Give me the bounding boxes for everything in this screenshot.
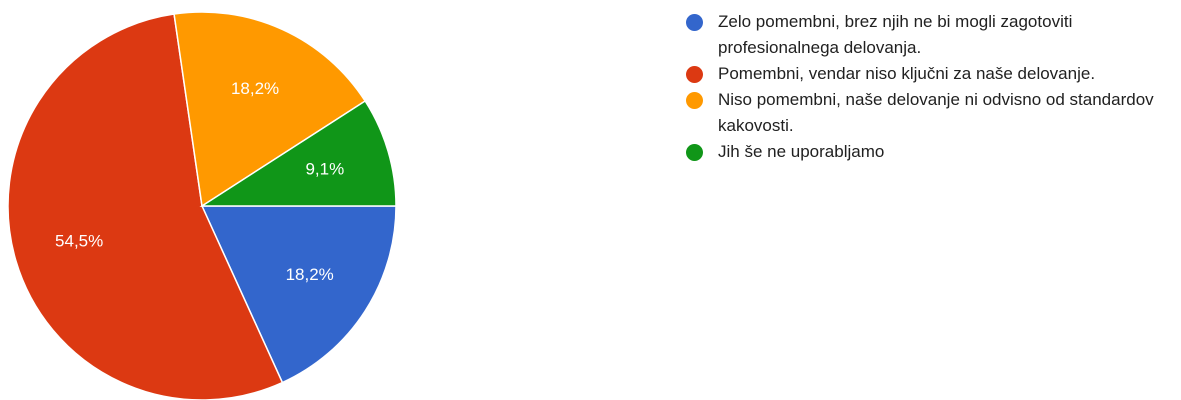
- legend-item: Zelo pomembni, brez njih ne bi mogli zag…: [686, 9, 1176, 61]
- legend-label: Pomembni, vendar niso ključni za naše de…: [718, 64, 1096, 83]
- legend-label: Jih še ne uporabljamo: [718, 142, 885, 161]
- legend-marker: [686, 66, 703, 83]
- slice-label: 9,1%: [305, 159, 344, 178]
- slice-label: 18,2%: [231, 79, 279, 98]
- legend-item: Niso pomembni, naše delovanje ni odvisno…: [686, 87, 1176, 139]
- legend-item: Jih še ne uporabljamo: [686, 139, 1176, 165]
- slice-label: 54,5%: [55, 232, 103, 251]
- pie-slice: [173, 11, 367, 208]
- legend-label: Niso pomembni, naše delovanje ni odvisno…: [718, 90, 1154, 135]
- legend-marker: [686, 14, 703, 31]
- pie-slice: [200, 205, 397, 384]
- legend-label: Zelo pomembni, brez njih ne bi mogli zag…: [718, 12, 1073, 57]
- slice-label: 18,2%: [286, 265, 334, 284]
- legend-marker: [686, 144, 703, 161]
- legend: Zelo pomembni, brez njih ne bi mogli zag…: [686, 9, 1181, 165]
- legend-marker: [686, 92, 703, 109]
- pie-slice: [199, 99, 397, 207]
- legend-item: Pomembni, vendar niso ključni za naše de…: [686, 61, 1176, 87]
- pie: 18,2% 54,5% 18,2% 9,1%: [7, 11, 397, 400]
